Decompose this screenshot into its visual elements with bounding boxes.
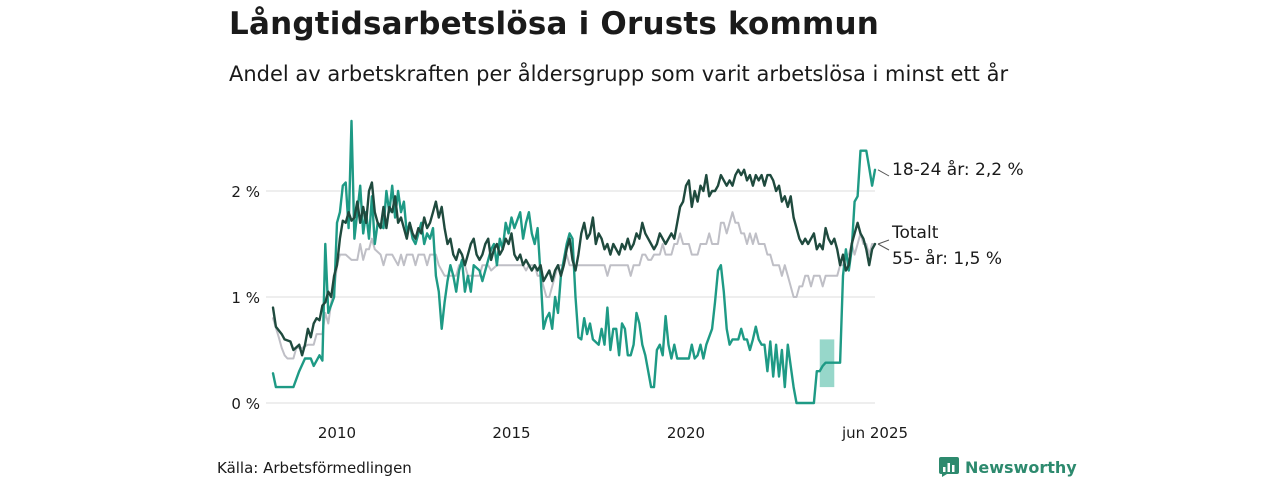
y-tick-label: 2 % <box>231 183 260 201</box>
series-lines <box>271 119 877 405</box>
end-label-connector <box>877 239 890 245</box>
series-end-label: 18-24 år: 2,2 % <box>892 159 1024 180</box>
series-end-label: Totalt <box>891 223 939 243</box>
grid-lines <box>266 190 875 404</box>
y-tick-label: 1 % <box>231 289 260 307</box>
source-note: Källa: Arbetsförmedlingen <box>217 459 412 477</box>
series-end-label: 55- år: 1,5 % <box>892 248 1002 269</box>
end-labels: 18-24 år: 2,2 % Totalt 55- år: 1,5 % <box>877 159 1024 269</box>
x-tick-label: 2010 <box>318 424 356 442</box>
x-tick-label: 2020 <box>667 424 705 442</box>
end-label-connector <box>877 243 890 251</box>
x-tick-label: 2015 <box>492 424 530 442</box>
brand-name: Newsworthy <box>965 457 1077 477</box>
series-line-0 <box>271 119 877 405</box>
chart-title: Långtidsarbetslösa i Orusts kommun <box>229 6 880 42</box>
newsworthy-logo-icon <box>939 457 959 477</box>
x-tick-label: jun 2025 <box>841 424 908 442</box>
chart-subtitle: Andel av arbetskraften per åldersgrupp s… <box>229 62 1009 86</box>
x-axis-labels: 2010 2015 2020 jun 2025 <box>318 424 908 442</box>
y-axis-labels: 0 % 1 % 2 % <box>231 183 260 413</box>
y-tick-label: 0 % <box>231 395 260 413</box>
brand-logo[interactable]: Newsworthy <box>939 456 1077 478</box>
series-line-2 <box>272 211 876 360</box>
end-label-connector <box>877 169 890 177</box>
series-line-1 <box>271 168 877 357</box>
